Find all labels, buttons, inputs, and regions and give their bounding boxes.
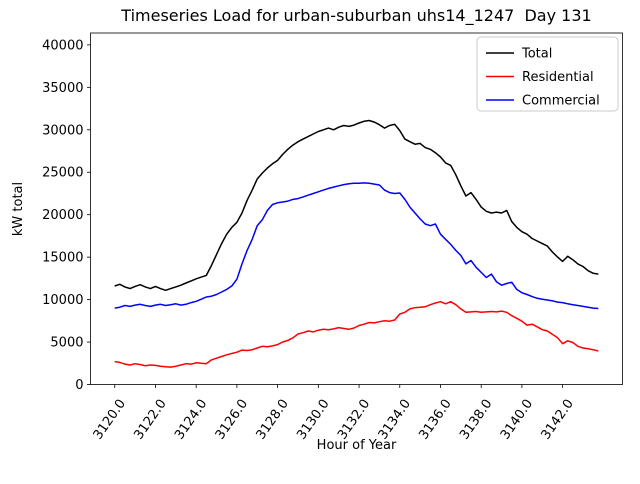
x-axis-label: Hour of Year <box>317 438 397 453</box>
y-axis-tick-label: 25000 <box>42 166 83 181</box>
y-axis-tick-label: 5000 <box>50 336 83 351</box>
x-axis-tick-label: 3132.0 <box>335 397 373 443</box>
x-axis-tick-label: 3140.0 <box>498 397 536 443</box>
x-axis-tick-label: 3138.0 <box>457 397 495 443</box>
y-axis-tick-label: 20000 <box>42 208 83 223</box>
x-axis-tick-label: 3134.0 <box>376 397 414 443</box>
series-line-residential <box>114 300 599 368</box>
legend-item-residential: Residential <box>486 70 594 85</box>
x-axis-tick-label: 3142.0 <box>539 397 577 443</box>
x-axis-tick-label: 3136.0 <box>416 397 454 443</box>
legend: Total Residential Commercial <box>476 36 619 112</box>
x-axis-tick-label: 3130.0 <box>294 397 332 443</box>
x-axis-tick-label: 3128.0 <box>253 397 291 443</box>
legend-label-commercial: Commercial <box>522 94 600 109</box>
x-axis-tick-label: 3120.0 <box>91 397 129 443</box>
x-axis-tick-label: 3126.0 <box>213 397 251 443</box>
y-axis-tick-label: 10000 <box>42 293 83 308</box>
y-axis-tick-label: 40000 <box>42 38 83 53</box>
chart-title: Timeseries Load for urban-suburban uhs14… <box>120 6 591 26</box>
y-axis-tick-label: 35000 <box>42 81 83 96</box>
legend-item-total: Total <box>486 47 552 62</box>
y-axis-tick-label: 15000 <box>42 251 83 266</box>
series-line-total <box>114 119 599 292</box>
legend-item-commercial: Commercial <box>486 94 600 109</box>
legend-label-total: Total <box>521 47 552 62</box>
y-axis-tick-label: 30000 <box>42 123 83 138</box>
x-axis-tick-label: 3122.0 <box>131 397 169 443</box>
series-line-commercial <box>114 182 599 310</box>
y-axis-label: kW total <box>11 182 26 236</box>
x-axis-tick-label: 3124.0 <box>172 397 210 443</box>
legend-label-residential: Residential <box>522 70 594 85</box>
y-axis-tick-label: 0 <box>75 378 83 393</box>
legend-box <box>476 36 619 112</box>
